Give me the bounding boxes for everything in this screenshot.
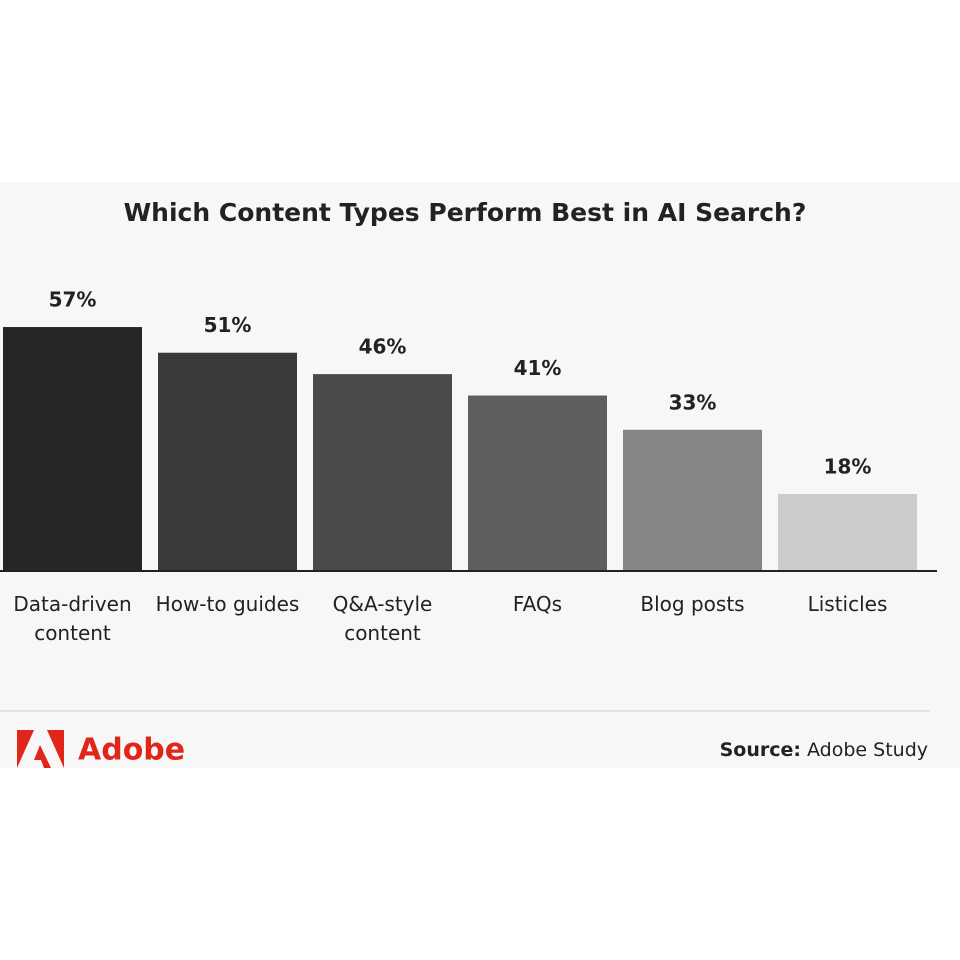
x-tick-label: Q&A-style content <box>332 592 433 645</box>
bar <box>3 327 142 571</box>
source: Source: Adobe Study <box>720 739 928 761</box>
value-label: 18% <box>824 454 872 478</box>
bar <box>623 429 762 571</box>
value-label: 41% <box>514 356 562 380</box>
bar <box>778 493 917 571</box>
x-tick-label: FAQs <box>512 592 563 616</box>
x-tick-label: Listicles <box>807 592 888 616</box>
value-label: 57% <box>49 288 97 312</box>
x-tick-label: How-to guides <box>155 592 300 616</box>
value-label: 51% <box>204 313 252 337</box>
bar <box>468 395 607 571</box>
source-text: Adobe Study <box>807 739 928 761</box>
adobe-logo <box>17 730 64 768</box>
source-label: Source: <box>720 739 801 761</box>
chart-title: Which Content Types Perform Best in AI S… <box>124 198 807 227</box>
value-label: 46% <box>359 335 407 359</box>
value-label: 33% <box>669 390 717 414</box>
x-tick-label: Data-driven content <box>13 592 132 645</box>
bar <box>158 352 297 571</box>
bar <box>313 374 452 571</box>
x-tick-label: Blog posts <box>640 592 745 616</box>
brand: Adobe <box>78 733 185 768</box>
